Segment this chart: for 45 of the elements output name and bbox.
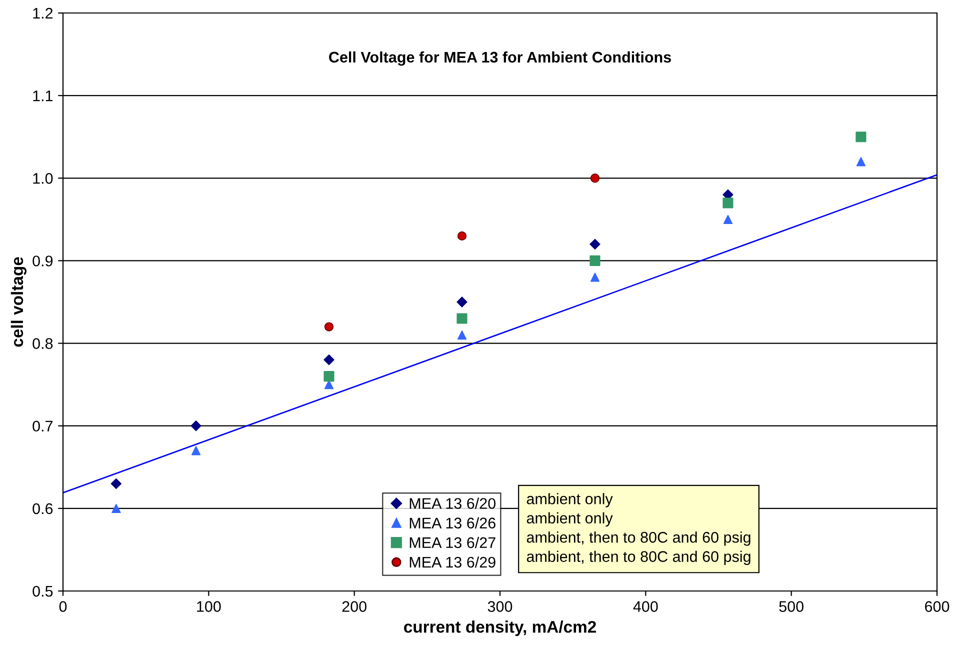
legend-label: MEA 13 6/29 (410, 556, 496, 568)
x-tick-label: 600 (925, 601, 950, 612)
point (856, 157, 866, 166)
x-axis-title: current density, mA/cm2 (404, 620, 596, 636)
point (457, 231, 467, 241)
x-tick-label: 300 (488, 601, 512, 612)
point (590, 255, 600, 266)
point (191, 446, 201, 456)
point (324, 322, 334, 332)
x-tick-label: 0 (59, 601, 67, 612)
annotation: ambient, then to 80C and 60 psig (526, 550, 750, 565)
point (723, 214, 733, 224)
annotation: ambient only (526, 493, 613, 508)
text: Cell Voltage for MEA 13 for Ambient Conditions (329, 51, 671, 66)
point (190, 420, 202, 432)
y-tick-label: 0.9 (32, 256, 53, 266)
point (112, 504, 121, 514)
x-tick-label: 500 (779, 601, 804, 612)
x-tick-label: 100 (197, 601, 221, 612)
annotation: ambient, then to 80C and 60 psig (526, 532, 750, 546)
point (590, 238, 600, 250)
y-tick-label: 1.0 (33, 173, 53, 184)
point (590, 174, 600, 183)
x-tick-label: 200 (342, 601, 366, 612)
legend-label: MEA 13 6/20 (410, 498, 496, 509)
point (456, 313, 468, 324)
y-tick-label: 0.6 (32, 503, 53, 514)
y-tick-label: 1.2 (33, 8, 53, 19)
x-tick-label: 400 (633, 601, 658, 612)
y-tick-label: 1.1 (33, 90, 53, 102)
y-tick-label: 0.8 (32, 338, 53, 349)
y-tick-label: 0.5 (32, 586, 53, 597)
y-axis-title: cell voltage (10, 257, 26, 347)
point (856, 132, 866, 142)
legend-label: MEA 13 6/27 (410, 536, 496, 548)
point (110, 478, 122, 489)
point (456, 296, 468, 308)
annotation: ambient only (526, 512, 613, 527)
y-tick-label: 0.7 (32, 420, 53, 432)
point (590, 272, 600, 282)
point (722, 198, 734, 208)
point (324, 354, 334, 366)
legend-label: MEA 13 6/26 (410, 517, 496, 528)
point (324, 371, 334, 382)
point (457, 330, 467, 340)
